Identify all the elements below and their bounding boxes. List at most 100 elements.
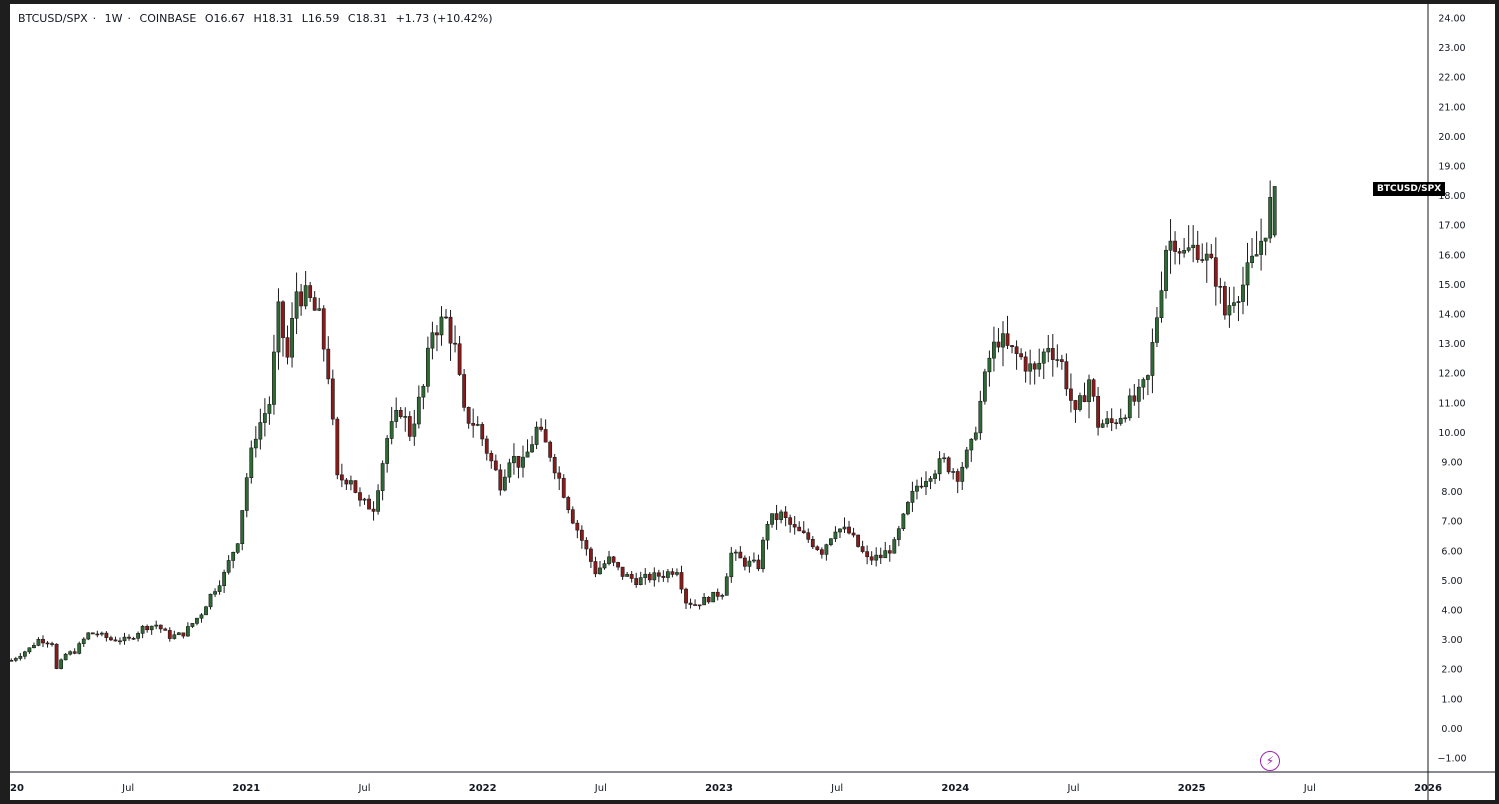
- interval-label[interactable]: 1W: [104, 12, 123, 25]
- candle-down: [1177, 251, 1182, 254]
- candle-up: [901, 513, 906, 529]
- candle-up: [530, 444, 534, 453]
- candle-up: [1078, 395, 1082, 410]
- candle-up: [1055, 359, 1060, 361]
- candle-down: [738, 551, 743, 559]
- lightning-icon[interactable]: ⚡: [1260, 751, 1280, 771]
- candle-up: [1191, 244, 1196, 249]
- candle-up: [1268, 197, 1273, 239]
- y-tick-label: 14.00: [1438, 310, 1465, 321]
- candle-down: [1010, 345, 1014, 348]
- y-tick-label: 13.00: [1438, 339, 1465, 350]
- candle-up: [231, 551, 236, 561]
- candle-up: [276, 301, 281, 353]
- last-price-symbol-tag: BTCUSD/SPX: [1373, 182, 1446, 196]
- candle-up: [27, 647, 32, 653]
- candle-down: [1005, 333, 1010, 346]
- candle-up: [317, 308, 322, 311]
- candle-down: [453, 342, 457, 345]
- candle-down: [435, 332, 439, 336]
- candle-down: [444, 316, 448, 319]
- candle-up: [1028, 363, 1033, 372]
- candle-up: [525, 451, 530, 458]
- candle-down: [1209, 253, 1214, 258]
- candle-up: [1227, 305, 1232, 316]
- candle-up: [253, 438, 258, 449]
- candle-up: [874, 554, 879, 561]
- y-tick-label: 6.00: [1441, 546, 1462, 557]
- candle-up: [18, 655, 23, 659]
- candle-down: [856, 534, 860, 547]
- candle-down: [1195, 244, 1200, 260]
- candle-down: [353, 480, 358, 493]
- candle-up: [1259, 240, 1264, 255]
- candle-up: [1186, 247, 1191, 251]
- candle-down: [104, 632, 109, 638]
- candle-up: [779, 511, 784, 520]
- price-chart[interactable]: 24.00 23.00 22.00 21.00 20.00 19.00 18.00 17.00…: [10, 4, 1495, 800]
- candle-up: [86, 632, 91, 640]
- candle-down: [575, 522, 580, 531]
- candle-down: [45, 642, 50, 645]
- y-tick-label: 22.00: [1438, 73, 1465, 84]
- symbol-name[interactable]: BTCUSD/SPX: [18, 12, 88, 25]
- candle-up: [982, 371, 987, 402]
- candle-down: [697, 604, 702, 607]
- candle-up: [385, 438, 390, 464]
- candle-down: [706, 596, 711, 603]
- candle-up: [149, 625, 154, 631]
- candle-down: [561, 477, 566, 498]
- candle-down: [593, 561, 598, 575]
- candle-up: [185, 626, 190, 637]
- candle-up: [987, 357, 992, 373]
- x-tick-label: 2022: [469, 783, 497, 794]
- candle-down: [498, 469, 503, 491]
- x-tick-label: 2021: [232, 783, 260, 794]
- candle-down: [851, 532, 856, 536]
- candle-up: [475, 424, 480, 426]
- candle-up: [77, 643, 82, 654]
- candle-up: [702, 596, 707, 606]
- candle-down: [819, 549, 824, 555]
- price-axis[interactable]: 24.00 23.00 22.00 21.00 20.00 19.00 18.00 17.00…: [1437, 14, 1466, 765]
- candle-up: [829, 538, 833, 545]
- candle-up: [154, 624, 159, 627]
- candle-up: [394, 409, 399, 422]
- candle-up: [1123, 417, 1128, 420]
- candle-up: [964, 449, 969, 468]
- candle-down: [398, 409, 403, 417]
- candle-up: [747, 560, 752, 567]
- candle-up: [412, 423, 417, 437]
- candle-up: [68, 651, 73, 655]
- candle-up: [1141, 379, 1146, 388]
- candle-up: [430, 332, 435, 349]
- candle-down: [878, 554, 883, 559]
- candle-down: [1132, 395, 1137, 402]
- candle-down: [1091, 379, 1096, 397]
- candle-down: [1213, 257, 1218, 287]
- candle-down: [679, 572, 684, 590]
- candle-up: [534, 426, 539, 445]
- candle-up: [1046, 348, 1051, 353]
- candle-down: [955, 471, 960, 482]
- y-tick-label: 17.00: [1438, 221, 1465, 232]
- candle-up: [905, 502, 910, 515]
- candle-down: [1059, 359, 1064, 362]
- candle-up: [376, 490, 380, 512]
- candle-down: [163, 628, 168, 631]
- candle-down: [1050, 348, 1055, 360]
- candle-down: [1032, 363, 1037, 370]
- candle-up: [222, 571, 227, 587]
- candle-up: [1136, 386, 1141, 402]
- candle-down: [611, 556, 616, 563]
- candle-up: [199, 614, 204, 619]
- candle-up: [1100, 423, 1105, 428]
- candle-down: [326, 348, 331, 380]
- candle-down: [1023, 356, 1028, 372]
- candle-down: [1073, 400, 1078, 410]
- time-axis[interactable]: 2020 Jul 2021 Jul 2022 Jul 2023 Jul 2024 Jul 2025 J…: [10, 783, 1442, 794]
- candle-up: [969, 438, 974, 451]
- candle-up: [272, 351, 276, 405]
- candle-up: [32, 645, 36, 649]
- candle-up: [290, 317, 294, 358]
